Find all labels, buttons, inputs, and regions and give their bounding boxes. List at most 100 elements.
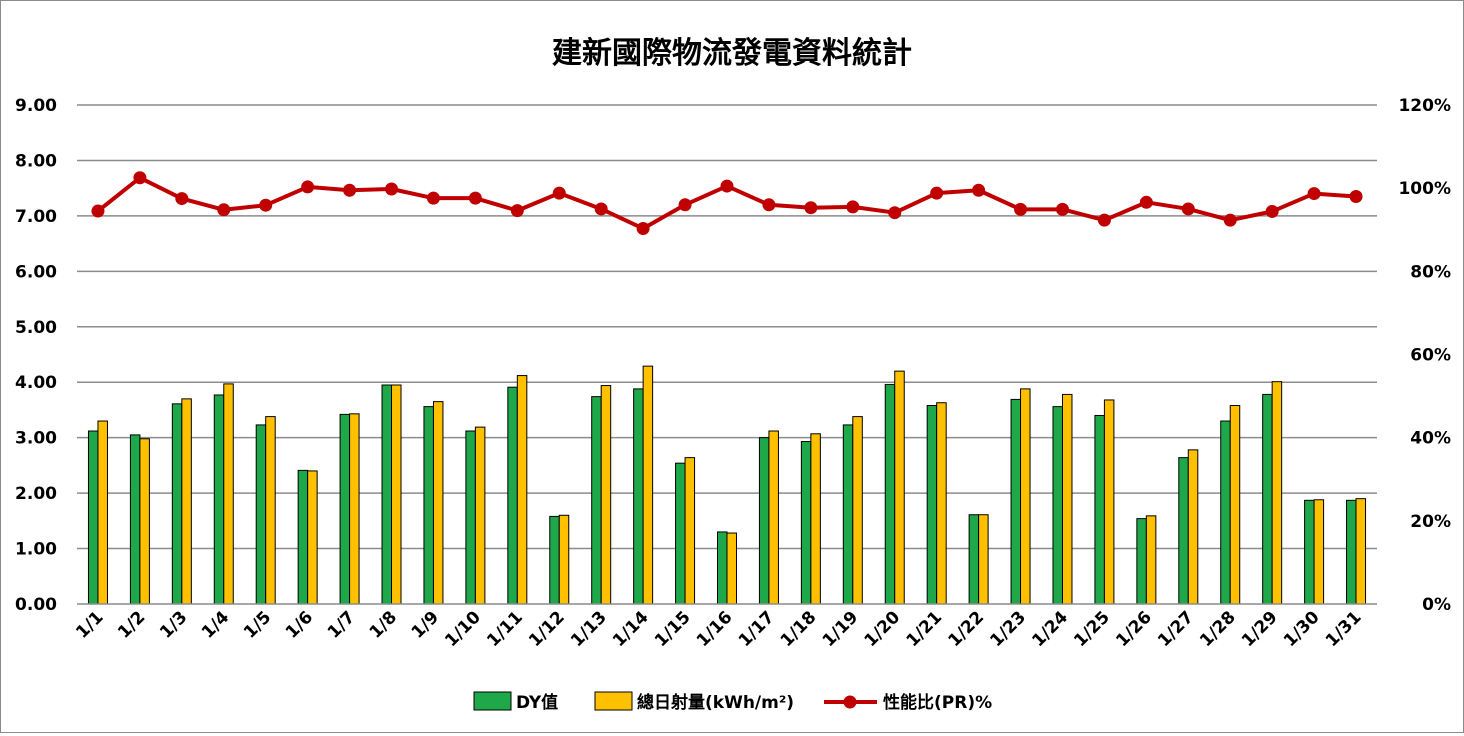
bar-irradiance xyxy=(1271,381,1283,605)
bar-dy xyxy=(297,469,309,605)
y-left-tick-label: 5.00 xyxy=(15,318,57,338)
pr-line-group xyxy=(91,171,1363,236)
pr-point xyxy=(720,179,734,193)
y-right-tick-label: 80% xyxy=(1410,262,1451,282)
bar-dy xyxy=(1304,499,1315,605)
pr-point xyxy=(762,198,776,212)
x-tick-label: 1/10 xyxy=(441,607,485,651)
bar-dy xyxy=(213,394,225,605)
bar-dy xyxy=(549,515,560,605)
x-tick-label: 1/19 xyxy=(819,607,863,651)
x-tick-label: 1/17 xyxy=(735,607,779,651)
bars-group xyxy=(87,365,1367,605)
pr-point xyxy=(846,200,860,214)
bar-dy xyxy=(87,430,99,605)
x-tick-label: 1/27 xyxy=(1154,607,1198,651)
bar-irradiance xyxy=(1145,515,1157,605)
bar-irradiance xyxy=(810,433,821,605)
y-left-tick-label: 6.00 xyxy=(15,262,57,282)
pr-point xyxy=(1349,189,1363,203)
legend: DY值 總日射量(kWh/m²) 性能比(PR)% xyxy=(473,691,992,713)
bar-dy xyxy=(842,424,854,605)
pr-point xyxy=(1223,213,1237,227)
x-tick-label: 1/22 xyxy=(945,607,989,651)
bar-dy xyxy=(171,403,183,605)
bar-dy xyxy=(926,405,938,605)
pr-point xyxy=(804,201,818,215)
x-tick-label: 1/15 xyxy=(651,607,695,651)
y-right-tick-label: 100% xyxy=(1398,179,1451,199)
pr-point xyxy=(1097,213,1111,227)
y-left-tick-label: 4.00 xyxy=(15,373,57,393)
x-tick-label: 1/8 xyxy=(366,607,401,642)
bar-dy xyxy=(1178,457,1189,605)
x-tick-label: 1/23 xyxy=(986,607,1030,651)
bar-dy xyxy=(339,413,351,605)
pr-point xyxy=(972,183,986,197)
bar-dy xyxy=(1262,393,1273,605)
bar-irradiance xyxy=(391,384,402,605)
x-tick-label: 1/4 xyxy=(198,607,233,642)
bar-irradiance xyxy=(600,385,612,605)
bar-dy xyxy=(1094,414,1105,605)
y-right-tick-label: 120% xyxy=(1398,96,1451,116)
y-left-ticks: 0.00 1.00 2.00 3.00 4.00 5.00 6.00 7.00 8.00 9.00 xyxy=(15,96,57,615)
pr-point xyxy=(1055,202,1069,216)
bar-irradiance xyxy=(852,416,863,605)
pr-point xyxy=(259,198,273,212)
bar-irradiance xyxy=(516,375,528,605)
bar-irradiance xyxy=(768,430,779,605)
bar-irradiance xyxy=(181,398,192,605)
pr-point xyxy=(510,204,524,218)
pr-point xyxy=(468,191,482,205)
y-right-tick-label: 0% xyxy=(1422,595,1451,615)
bar-dy xyxy=(1346,499,1357,605)
x-tick-label: 1/26 xyxy=(1112,607,1156,651)
x-tick-label: 1/14 xyxy=(609,607,653,651)
bar-dy xyxy=(717,531,728,605)
y-left-tick-label: 9.00 xyxy=(15,96,57,116)
x-tick-label: 1/1 xyxy=(72,607,107,642)
grid-lines xyxy=(77,104,1377,550)
bar-irradiance xyxy=(642,365,654,605)
pr-point xyxy=(594,202,608,216)
bar-dy xyxy=(968,514,980,605)
bar-dy xyxy=(507,386,518,605)
x-tick-label: 1/21 xyxy=(903,607,947,651)
bar-dy xyxy=(381,384,393,605)
bar-irradiance xyxy=(1061,393,1073,605)
pr-point xyxy=(678,198,692,212)
x-tick-label: 1/7 xyxy=(324,607,359,642)
x-tick-label: 1/18 xyxy=(777,607,821,651)
bar-irradiance xyxy=(1187,449,1199,605)
bar-irradiance xyxy=(432,401,444,605)
x-tick-label: 1/6 xyxy=(282,607,317,642)
y-right-tick-label: 40% xyxy=(1410,429,1451,449)
x-tick-label: 1/16 xyxy=(693,607,737,651)
x-tick-label: 1/28 xyxy=(1196,607,1240,651)
y-right-tick-label: 20% xyxy=(1410,512,1451,532)
legend-label-pr: 性能比(PR)% xyxy=(883,692,992,713)
x-tick-label: 1/31 xyxy=(1322,607,1366,651)
x-tick-label: 1/11 xyxy=(483,607,527,651)
bar-dy xyxy=(884,383,896,605)
pr-point xyxy=(217,203,231,217)
y-left-tick-label: 0.00 xyxy=(15,595,57,615)
bar-irradiance xyxy=(1020,388,1031,605)
bar-dy xyxy=(423,406,434,605)
bar-dy xyxy=(591,396,602,605)
bar-dy xyxy=(255,424,267,605)
bar-irradiance xyxy=(726,532,737,605)
bar-dy xyxy=(675,462,686,605)
x-tick-label: 1/24 xyxy=(1028,607,1072,651)
y-left-tick-label: 3.00 xyxy=(15,429,57,449)
pr-point xyxy=(133,171,147,185)
pr-point xyxy=(1139,195,1153,209)
y-left-tick-label: 7.00 xyxy=(15,207,57,227)
bar-irradiance xyxy=(223,383,234,605)
pr-point xyxy=(426,191,440,205)
chart-title: 建新國際物流發電資料統計 xyxy=(552,36,912,71)
bar-irradiance xyxy=(978,514,989,605)
